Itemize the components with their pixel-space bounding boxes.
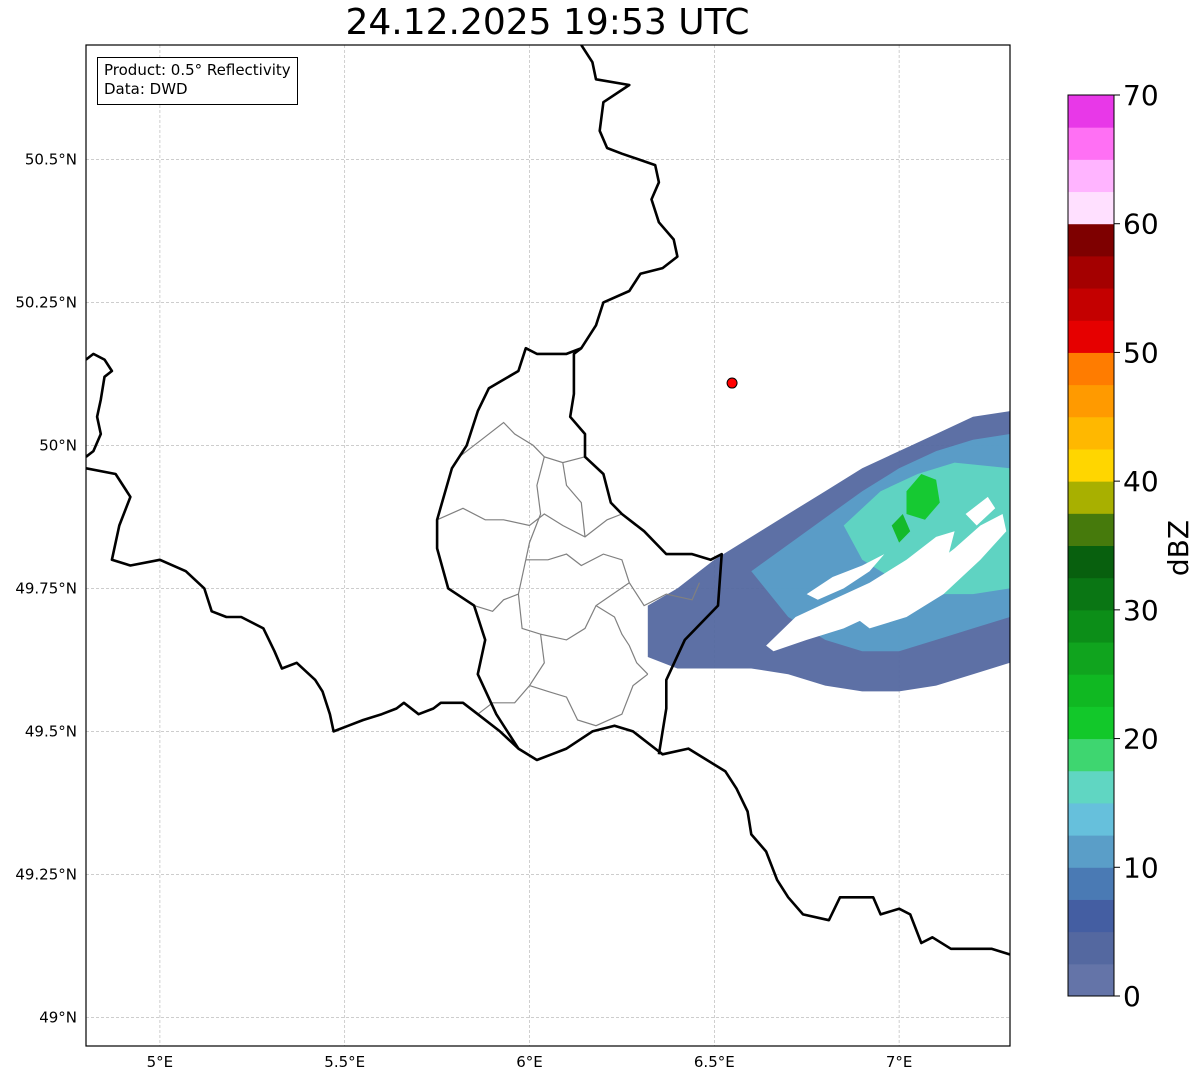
colorbar-tick-label: 30	[1123, 594, 1159, 627]
country-border-line	[435, 346, 582, 750]
latitude-labels: 50.5°N 50.25°N 50°N 49.75°N 49.5°N 49.25°N 49°…	[15, 150, 77, 1026]
lat-label: 49.5°N	[25, 722, 77, 740]
colorbar-segment	[1068, 770, 1114, 804]
colorbar-segment	[1068, 706, 1114, 740]
colorbar-segment	[1068, 127, 1114, 160]
colorbar-segment	[1068, 513, 1114, 546]
colorbar-tick-label: 0	[1123, 980, 1141, 1013]
district-border-line	[525, 553, 701, 607]
colorbar-segment	[1068, 191, 1114, 225]
colorbar-segment	[1068, 95, 1114, 128]
colorbar: 0 10 20 30 40 50 60 70 dBZ	[1067, 79, 1195, 1013]
colorbar-segment	[1068, 867, 1114, 900]
colorbar-tick-label: 20	[1123, 723, 1159, 756]
colorbar-segment	[1068, 159, 1114, 193]
colorbar-tick-label: 10	[1123, 851, 1159, 884]
colorbar-segment	[1068, 448, 1114, 482]
longitude-labels: 5°E 5.5°E 6°E 6.5°E 7°E	[147, 1053, 913, 1071]
district-border-line	[525, 456, 545, 560]
colorbar-segment	[1068, 835, 1114, 868]
data-prefix: Data:	[104, 80, 150, 98]
product-value: 0.5° Reflectivity	[170, 61, 291, 79]
colorbar-segment	[1068, 481, 1114, 514]
map-frame	[85, 44, 1011, 1047]
district-border-line	[562, 462, 586, 537]
district-border-line	[595, 605, 649, 675]
colorbar-segment	[1068, 416, 1114, 450]
lat-label: 50.25°N	[15, 293, 77, 311]
colorbar-segment	[1068, 223, 1114, 257]
precipitation-layer	[647, 411, 1010, 692]
colorbar-segment	[1068, 545, 1114, 579]
colorbar-segment	[1068, 674, 1114, 707]
lon-label: 7°E	[886, 1053, 913, 1071]
district-border-line	[529, 673, 649, 727]
lon-label: 6.5°E	[694, 1053, 735, 1071]
district-border-line	[436, 507, 623, 538]
marker-layer	[726, 377, 738, 389]
colorbar-segment	[1068, 255, 1114, 289]
lat-label: 50.5°N	[25, 150, 77, 168]
lat-label: 49.75°N	[15, 579, 77, 597]
colorbar-segment	[1068, 931, 1114, 965]
colorbar-segment	[1068, 320, 1114, 353]
colorbar-tick-label: 50	[1123, 336, 1159, 369]
colorbar-segment	[1068, 288, 1114, 321]
lon-label: 5.5°E	[324, 1053, 365, 1071]
colorbar-segment	[1068, 642, 1114, 675]
colorbar-frame	[1067, 94, 1115, 997]
reflectivity-gap	[965, 496, 996, 526]
reflectivity-cell	[906, 474, 940, 520]
map-title: 24.12.2025 19:53 UTC	[345, 2, 750, 43]
product-info-box: Product: 0.5° Reflectivity Data: DWD	[97, 57, 298, 105]
colorbar-segment	[1068, 963, 1114, 997]
colorbar-unit-label: dBZ	[1162, 520, 1195, 576]
country-border-line	[86, 352, 114, 458]
colorbar-segment	[1068, 899, 1114, 933]
reflectivity-gap	[854, 514, 1007, 629]
lat-label: 49°N	[39, 1008, 77, 1026]
colorbar-tick-label: 40	[1123, 465, 1159, 498]
colorbar-tick-label: 60	[1123, 208, 1159, 241]
district-border-line	[473, 559, 527, 612]
data-source-line: Data: DWD	[104, 80, 291, 99]
reflectivity-cell	[891, 514, 911, 543]
lat-label: 49.25°N	[15, 865, 77, 883]
district-borders	[436, 421, 701, 727]
product-prefix: Product:	[104, 61, 171, 79]
data-source-value: DWD	[149, 80, 188, 98]
district-border-line	[458, 421, 586, 464]
country-borders	[86, 45, 1010, 956]
colorbar-segment	[1068, 609, 1114, 643]
reflectivity-gap	[766, 531, 955, 652]
radar-site-marker	[726, 377, 738, 389]
lat-label: 50°N	[39, 436, 77, 454]
reflectivity-gap	[806, 554, 885, 600]
colorbar-segment	[1068, 738, 1114, 772]
district-border-line	[477, 634, 545, 715]
product-line: Product: 0.5° Reflectivity	[104, 61, 291, 80]
colorbar-segment	[1068, 577, 1114, 611]
colorbar-segment	[1068, 802, 1114, 836]
lon-label: 5°E	[147, 1053, 174, 1071]
colorbar-segment	[1068, 384, 1114, 418]
colorbar-segment	[1068, 352, 1114, 386]
colorbar-tick-label: 70	[1123, 79, 1159, 112]
lon-label: 6°E	[516, 1053, 543, 1071]
